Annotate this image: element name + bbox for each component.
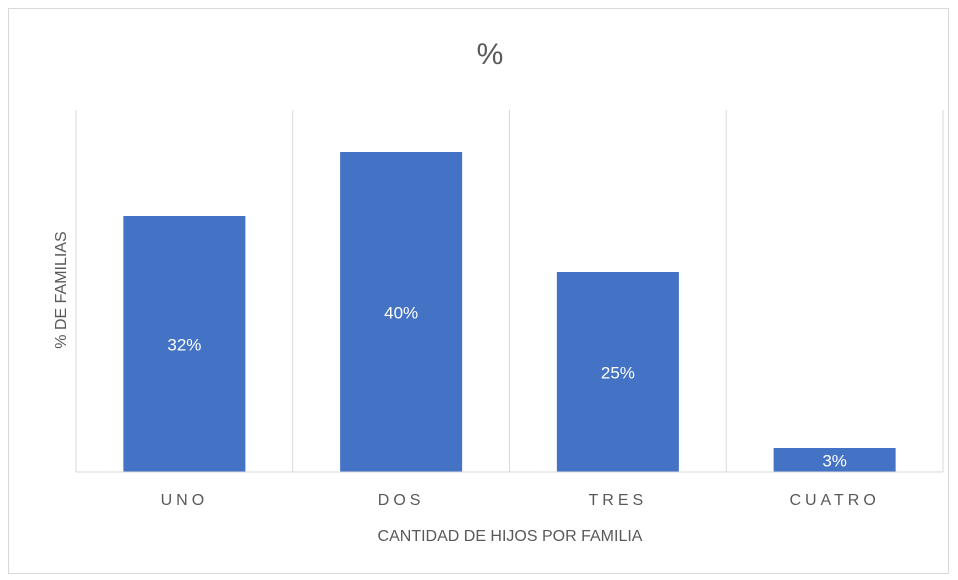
x-tick-label: DOS bbox=[378, 492, 425, 509]
data-label: 25% bbox=[601, 363, 635, 382]
bar bbox=[340, 152, 463, 472]
x-axis-title: CANTIDAD DE HIJOS POR FAMILIA bbox=[378, 528, 643, 545]
x-tick-label: CUATRO bbox=[789, 492, 879, 509]
data-label: 40% bbox=[384, 303, 418, 322]
y-axis-title: % DE FAMILIAS bbox=[53, 231, 70, 348]
x-tick-label: UNO bbox=[161, 492, 209, 509]
x-tick-label: TRES bbox=[589, 492, 648, 509]
bar bbox=[773, 448, 896, 472]
bar bbox=[556, 272, 679, 472]
data-label: 3% bbox=[822, 451, 847, 470]
bar bbox=[123, 216, 246, 472]
data-label: 32% bbox=[167, 335, 201, 354]
chart-title: % bbox=[477, 38, 504, 71]
